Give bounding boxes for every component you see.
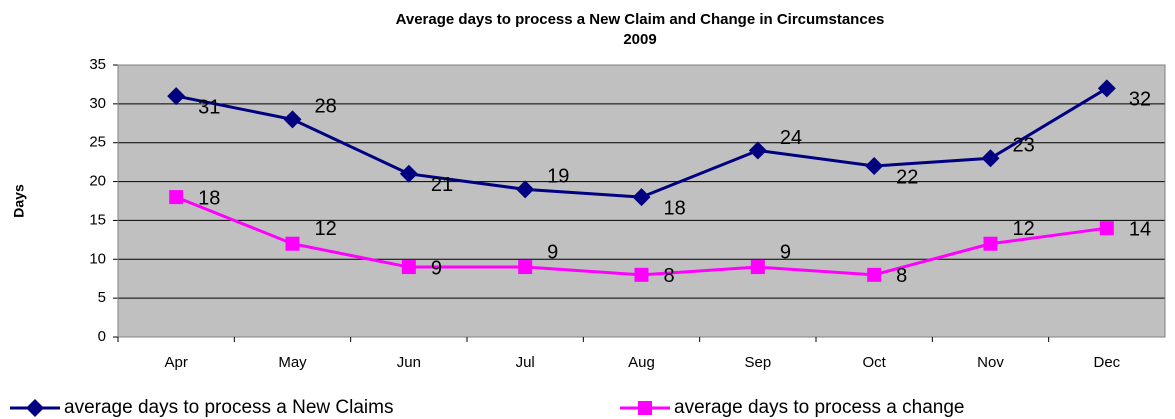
data-label: 9 bbox=[547, 241, 558, 263]
marker bbox=[638, 401, 652, 415]
data-label: 14 bbox=[1129, 218, 1151, 240]
marker bbox=[516, 180, 535, 199]
data-label: 12 bbox=[315, 218, 337, 240]
x-tick-label: Apr bbox=[164, 354, 187, 371]
marker bbox=[167, 87, 186, 106]
data-label: 8 bbox=[664, 265, 675, 287]
marker bbox=[865, 157, 884, 176]
data-label: 18 bbox=[198, 187, 220, 209]
data-label: 12 bbox=[1013, 218, 1035, 240]
x-tick-label: Jun bbox=[397, 354, 421, 371]
marker bbox=[169, 190, 184, 205]
data-label: 21 bbox=[431, 174, 453, 196]
marker bbox=[518, 260, 533, 275]
marker bbox=[748, 141, 767, 160]
y-tick-label: 0 bbox=[98, 328, 106, 345]
y-tick-label: 10 bbox=[89, 250, 106, 267]
x-tick-label: Oct bbox=[862, 354, 886, 371]
y-tick-label: 30 bbox=[89, 95, 106, 112]
legend-label: average days to process a New Claims bbox=[64, 397, 393, 418]
data-label: 9 bbox=[780, 241, 791, 263]
chart-subtitle: 2009 bbox=[623, 31, 656, 48]
data-label: 9 bbox=[431, 257, 442, 279]
data-label: 8 bbox=[896, 265, 907, 287]
x-tick-label: May bbox=[278, 354, 307, 371]
plot-border bbox=[117, 64, 1166, 338]
data-label: 32 bbox=[1129, 89, 1151, 111]
marker bbox=[26, 399, 44, 417]
legend-label: average days to process a change bbox=[674, 397, 964, 418]
marker bbox=[750, 260, 765, 275]
marker bbox=[285, 236, 300, 251]
data-label: 28 bbox=[315, 96, 337, 118]
marker bbox=[283, 110, 302, 129]
data-label: 31 bbox=[198, 96, 220, 118]
marker bbox=[399, 164, 418, 183]
y-axis-label: Days bbox=[11, 184, 27, 218]
x-tick-label: Aug bbox=[628, 354, 655, 371]
marker bbox=[632, 188, 651, 207]
x-tick-label: Nov bbox=[977, 354, 1004, 371]
marker bbox=[981, 149, 1000, 168]
y-tick-label: 5 bbox=[98, 289, 106, 306]
marker bbox=[634, 267, 649, 282]
marker bbox=[983, 236, 998, 251]
marker bbox=[401, 260, 416, 275]
data-label: 24 bbox=[780, 127, 802, 149]
y-tick-label: 20 bbox=[89, 173, 106, 190]
y-tick-label: 25 bbox=[89, 134, 106, 151]
chart-title: Average days to process a New Claim and … bbox=[396, 11, 885, 28]
marker bbox=[867, 267, 882, 282]
data-label: 19 bbox=[547, 166, 569, 188]
y-tick-label: 35 bbox=[89, 56, 106, 73]
marker bbox=[1097, 79, 1116, 98]
data-label: 18 bbox=[664, 197, 686, 219]
data-label: 22 bbox=[896, 166, 918, 188]
y-tick-label: 15 bbox=[89, 211, 106, 228]
x-tick-label: Dec bbox=[1093, 354, 1120, 371]
data-label: 23 bbox=[1013, 135, 1035, 157]
marker bbox=[1099, 221, 1114, 236]
x-tick-label: Sep bbox=[744, 354, 771, 371]
x-tick-label: Jul bbox=[516, 354, 535, 371]
